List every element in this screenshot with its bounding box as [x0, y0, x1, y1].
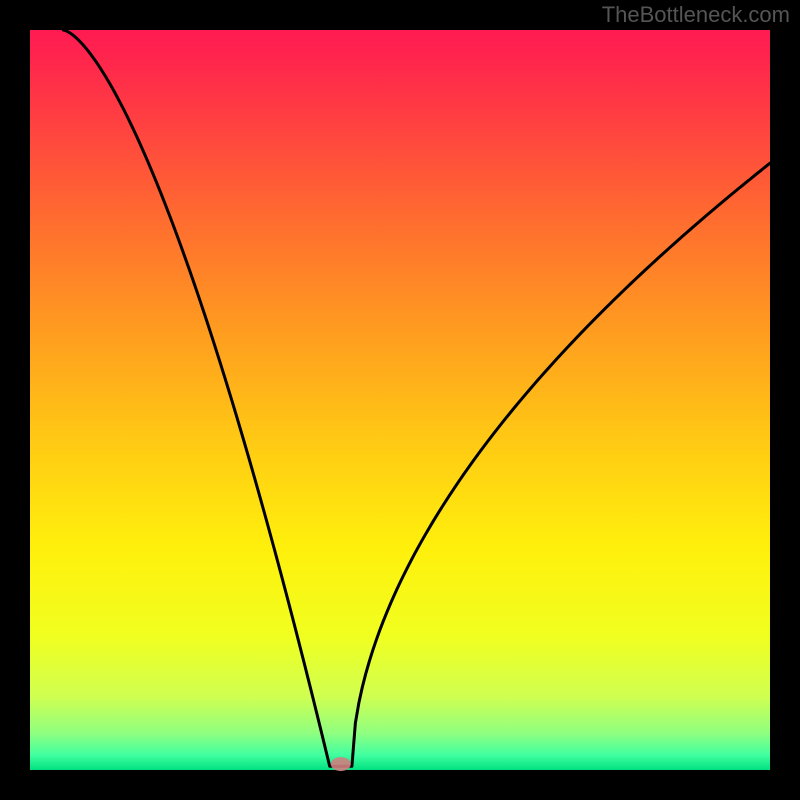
watermark-text: TheBottleneck.com — [602, 2, 790, 28]
bottleneck-chart — [0, 0, 800, 800]
plot-background — [30, 30, 770, 770]
optimal-point-marker — [331, 757, 351, 771]
